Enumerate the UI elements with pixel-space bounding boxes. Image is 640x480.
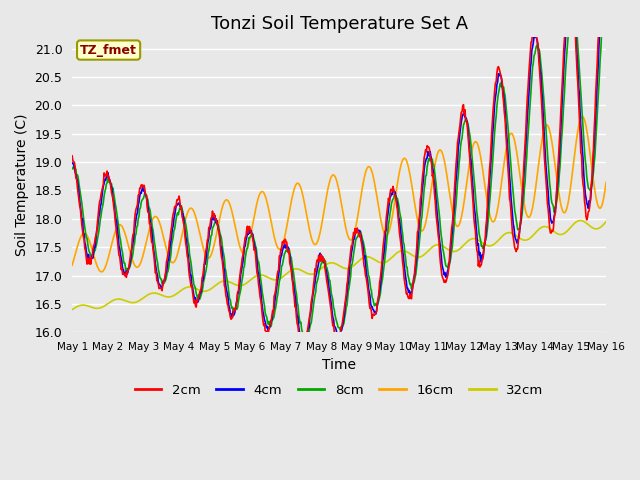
Line: 8cm: 8cm <box>72 0 606 340</box>
2cm <box>420 155 428 161</box>
16cm <box>216 214 224 220</box>
Text: TZ_fmet: TZ_fmet <box>80 44 137 57</box>
4cm <box>78 216 86 222</box>
8cm <box>404 275 412 280</box>
2cm <box>300 344 308 350</box>
32cm <box>215 280 223 286</box>
2cm <box>78 222 86 228</box>
Line: 16cm: 16cm <box>72 117 606 272</box>
32cm <box>602 219 610 225</box>
Title: Tonzi Soil Temperature Set A: Tonzi Soil Temperature Set A <box>211 15 468 33</box>
16cm <box>188 205 196 211</box>
2cm <box>133 204 141 210</box>
8cm <box>301 337 308 343</box>
4cm <box>68 160 76 166</box>
4cm <box>133 212 141 217</box>
2cm <box>187 283 195 289</box>
32cm <box>420 252 428 258</box>
4cm <box>187 272 195 278</box>
2cm <box>404 295 412 301</box>
32cm <box>576 217 584 223</box>
16cm <box>134 264 141 270</box>
2cm <box>68 153 76 159</box>
Line: 4cm: 4cm <box>72 0 606 343</box>
16cm <box>579 114 586 120</box>
32cm <box>68 307 76 312</box>
16cm <box>602 180 610 185</box>
16cm <box>98 269 106 275</box>
X-axis label: Time: Time <box>322 358 356 372</box>
32cm <box>404 250 412 255</box>
4cm <box>301 340 308 346</box>
Line: 2cm: 2cm <box>72 0 606 347</box>
32cm <box>133 299 141 305</box>
16cm <box>404 165 412 170</box>
Legend: 2cm, 4cm, 8cm, 16cm, 32cm: 2cm, 4cm, 8cm, 16cm, 32cm <box>130 379 548 402</box>
16cm <box>78 232 86 238</box>
32cm <box>78 302 86 308</box>
Line: 32cm: 32cm <box>72 220 606 310</box>
2cm <box>215 230 223 236</box>
16cm <box>68 263 76 268</box>
4cm <box>215 230 223 236</box>
32cm <box>187 284 195 290</box>
Y-axis label: Soil Temperature (C): Soil Temperature (C) <box>15 114 29 256</box>
8cm <box>420 186 428 192</box>
16cm <box>420 225 428 231</box>
8cm <box>215 227 223 232</box>
4cm <box>420 167 428 172</box>
4cm <box>404 289 412 295</box>
8cm <box>68 166 76 171</box>
8cm <box>78 200 86 206</box>
8cm <box>187 260 195 265</box>
8cm <box>133 224 141 230</box>
